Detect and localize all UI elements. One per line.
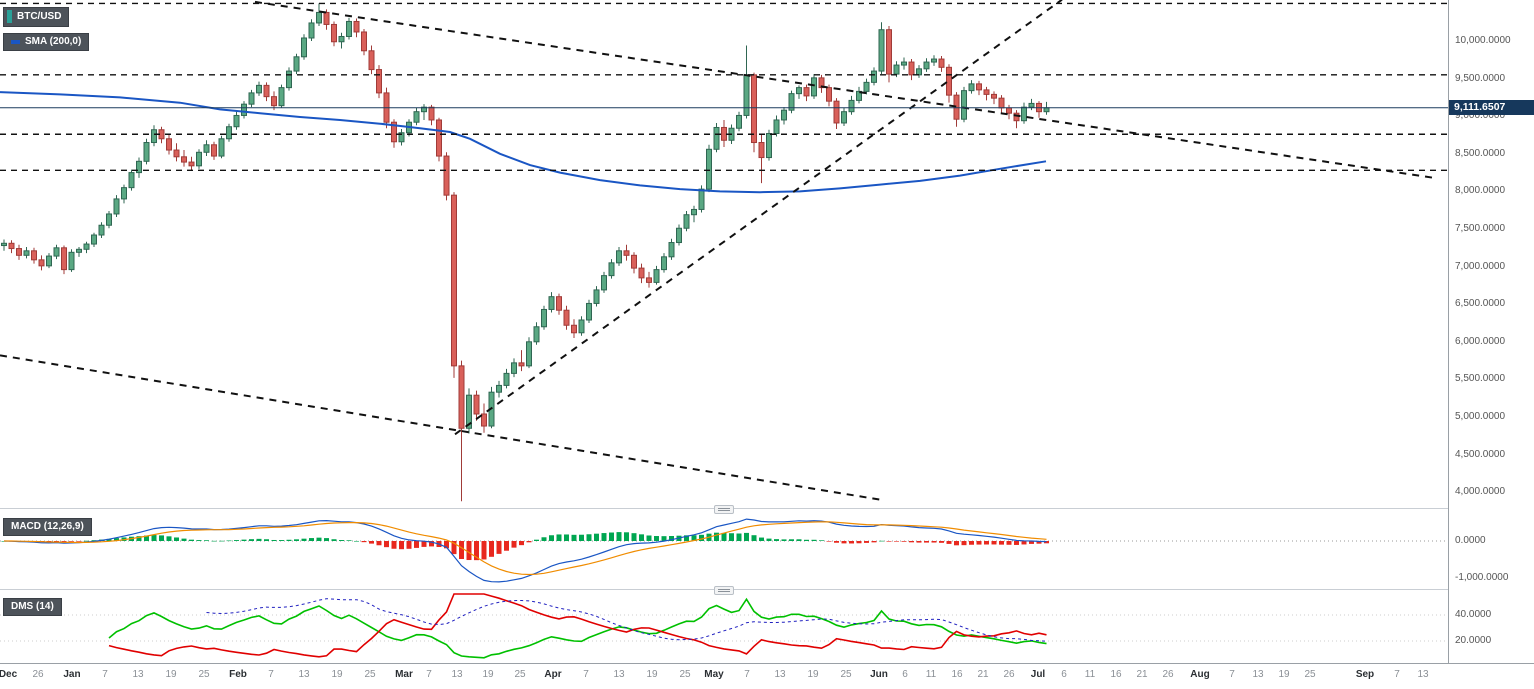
time-tick-month: Jun xyxy=(870,669,888,680)
time-tick-day: 6 xyxy=(1061,669,1067,680)
time-tick-day: 11 xyxy=(1084,669,1096,680)
axis-price-label: 20.0000 xyxy=(1455,635,1492,646)
time-tick-day: 11 xyxy=(925,669,937,680)
time-tick-day: 19 xyxy=(482,669,494,680)
time-tick-day: 19 xyxy=(165,669,177,680)
time-tick-month: Sep xyxy=(1355,669,1375,680)
pane-divider-grip-macd[interactable] xyxy=(714,505,734,514)
dms-pane[interactable] xyxy=(0,592,1448,662)
time-tick-day: 7 xyxy=(1394,669,1400,680)
time-tick-month: Aug xyxy=(1190,669,1210,680)
time-tick-day: 7 xyxy=(426,669,432,680)
time-tick-day: 25 xyxy=(840,669,852,680)
time-tick-day: 19 xyxy=(331,669,343,680)
time-tick-day: 13 xyxy=(1252,669,1264,680)
time-tick-day: 25 xyxy=(514,669,526,680)
axis-price-label: 10,000.0000 xyxy=(1455,35,1511,46)
price-axis[interactable]: 9,111.6507 10,000.0000 9,500.0000 9,000.00… xyxy=(1448,0,1534,663)
axis-price-label: 9,500.0000 xyxy=(1455,72,1506,84)
time-axis[interactable]: Dec 26 Jan 7 13 19 25 Feb 7 13 19 25 Mar 7 13 19 25 Apr 7 1… xyxy=(0,663,1534,689)
time-tick-day: 19 xyxy=(646,669,658,680)
time-tick-day: 6 xyxy=(902,669,908,680)
pane-divider-grip-dms[interactable] xyxy=(714,586,734,595)
time-tick-month: May xyxy=(704,669,724,680)
axis-price-label: 5,500.0000 xyxy=(1455,373,1506,385)
time-tick-month: Mar xyxy=(395,669,413,680)
time-tick-day: 13 xyxy=(132,669,144,680)
time-tick-day: 25 xyxy=(364,669,376,680)
dms-badge-label: DMS (14) xyxy=(11,601,54,612)
time-tick-day: 25 xyxy=(1304,669,1316,680)
time-tick-day: 21 xyxy=(977,669,989,680)
axis-price-label: 9,000.0000 xyxy=(1455,110,1506,122)
time-tick-day: 25 xyxy=(679,669,691,680)
sma-badge[interactable]: SMA (200,0) xyxy=(3,33,90,51)
axis-price-label: 7,000.0000 xyxy=(1455,260,1506,272)
macd-badge[interactable]: MACD (12,26,9) xyxy=(3,518,92,536)
axis-price-label: 4,000.0000 xyxy=(1455,486,1506,498)
axis-price-label: 8,500.0000 xyxy=(1455,147,1506,159)
axis-price-label: -1,000.0000 xyxy=(1455,572,1509,583)
time-tick-day: 16 xyxy=(951,669,963,680)
time-tick-day: 7 xyxy=(583,669,589,680)
time-tick-day: 13 xyxy=(1417,669,1429,680)
main-price-pane[interactable] xyxy=(0,0,1448,506)
time-tick-day: 19 xyxy=(1278,669,1290,680)
time-tick-day: 25 xyxy=(198,669,210,680)
time-tick-day: 13 xyxy=(613,669,625,680)
time-tick-day: 7 xyxy=(102,669,108,680)
time-tick-day: 21 xyxy=(1136,669,1148,680)
axis-price-label: 6,500.0000 xyxy=(1455,298,1506,310)
axis-price-label: 6,000.0000 xyxy=(1455,335,1506,347)
time-tick-day: 13 xyxy=(451,669,463,680)
dms-badge[interactable]: DMS (14) xyxy=(3,598,62,616)
axis-price-label: 5,000.0000 xyxy=(1455,411,1506,422)
time-tick-day: 26 xyxy=(32,669,44,680)
axis-price-label: 8,000.0000 xyxy=(1455,185,1506,197)
time-tick-month: Jul xyxy=(1030,669,1046,680)
time-tick-day: 7 xyxy=(744,669,750,680)
time-tick-month: Dec xyxy=(0,669,18,680)
time-tick-day: 13 xyxy=(298,669,310,680)
sma-badge-label: SMA (200,0) xyxy=(25,36,82,47)
axis-price-label: 40.0000 xyxy=(1455,609,1492,620)
time-tick-day: 13 xyxy=(774,669,786,680)
axis-price-label: 4,500.0000 xyxy=(1455,448,1506,460)
pane-divider-macd xyxy=(0,508,1534,509)
current-price-badge: 9,111.6507 xyxy=(1449,99,1534,115)
time-tick-day: 26 xyxy=(1162,669,1174,680)
symbol-swatch-icon xyxy=(7,10,12,23)
time-tick-day: 19 xyxy=(807,669,819,680)
time-tick-day: 7 xyxy=(268,669,274,680)
time-tick-day: 16 xyxy=(1110,669,1122,680)
macd-pane[interactable] xyxy=(0,512,1448,588)
symbol-badge[interactable]: BTC/USD xyxy=(3,7,70,27)
pane-divider-dms xyxy=(0,589,1534,590)
axis-price-label: 0.0000 xyxy=(1455,535,1486,546)
symbol-badge-label: BTC/USD xyxy=(17,11,62,22)
axis-price-label: 7,500.0000 xyxy=(1455,223,1506,234)
macd-badge-label: MACD (12,26,9) xyxy=(11,521,84,532)
time-tick-month: Jan xyxy=(63,669,81,680)
time-tick-month: Apr xyxy=(544,669,562,680)
time-tick-month: Feb xyxy=(229,669,247,680)
time-tick-day: 26 xyxy=(1003,669,1015,680)
time-tick-day: 7 xyxy=(1229,669,1235,680)
sma-swatch-icon xyxy=(11,39,20,44)
